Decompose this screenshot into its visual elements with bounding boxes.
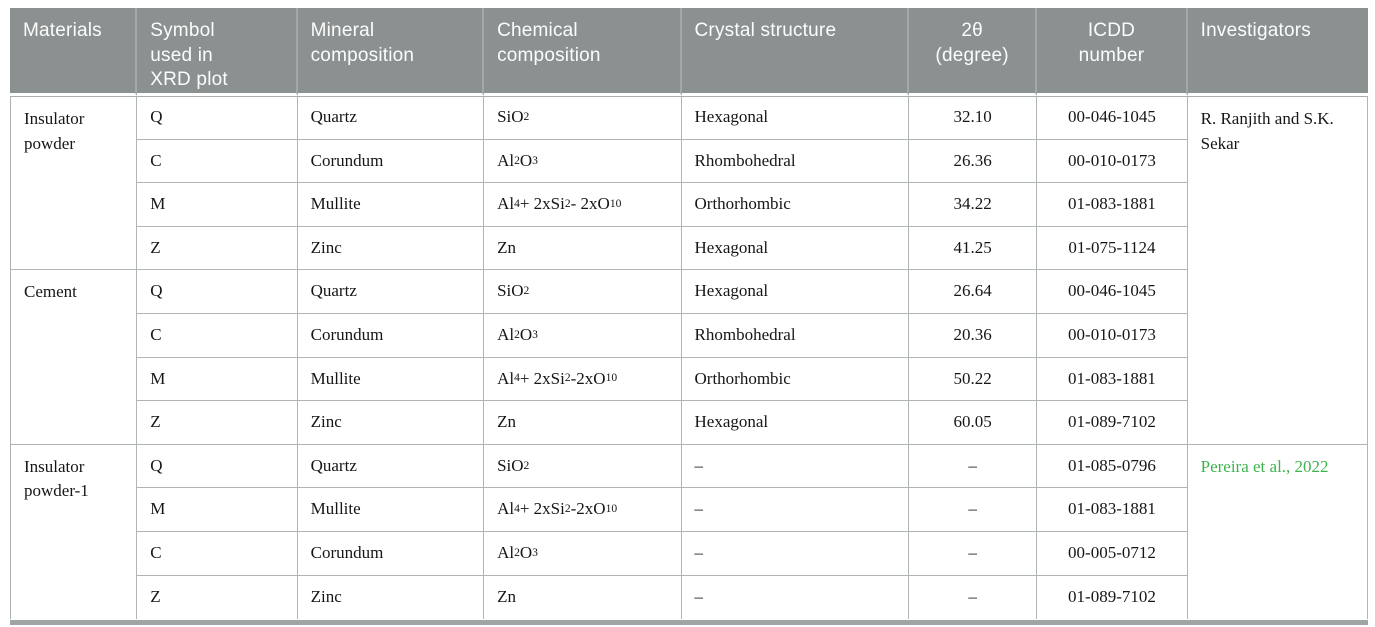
symbol-cell: Q	[137, 444, 298, 489]
mineral-cell: Mullite	[297, 357, 485, 402]
chemical-cell: Al 2 O 3	[484, 139, 682, 184]
chemical-cell: Zn	[484, 575, 682, 620]
mineral-cell: Corundum	[297, 531, 485, 576]
icdd-cell: 00-046-1045	[1037, 96, 1188, 140]
crystal-cell: Hexagonal	[681, 270, 909, 314]
two-theta-cell: –	[908, 444, 1038, 489]
crystal-cell: Rhombohedral	[681, 139, 909, 184]
mineral-cell: Zinc	[297, 401, 485, 445]
icdd-cell: 01-075-1124	[1037, 226, 1188, 271]
mineral-cell: Zinc	[297, 226, 485, 271]
symbol-cell: M	[137, 488, 298, 532]
mineral-cell: Mullite	[297, 488, 485, 532]
icdd-cell: 01-089-7102	[1037, 401, 1188, 445]
icdd-cell: 00-046-1045	[1037, 270, 1188, 314]
mineral-cell: Corundum	[297, 139, 485, 184]
icdd-cell: 00-010-0173	[1037, 313, 1188, 358]
two-theta-cell: –	[908, 531, 1038, 576]
two-theta-cell: 34.22	[908, 183, 1038, 227]
symbol-cell: Z	[137, 401, 298, 445]
table-bottom-bar	[10, 620, 1368, 625]
symbol-cell: C	[137, 313, 298, 358]
crystal-cell: –	[681, 488, 909, 532]
symbol-cell: C	[137, 531, 298, 576]
two-theta-cell: 50.22	[908, 357, 1038, 402]
mineral-cell: Zinc	[297, 575, 485, 620]
chemical-cell: Zn	[484, 226, 682, 271]
crystal-cell: Orthorhombic	[681, 357, 909, 402]
column-header-mineral-composition: Mineral composition	[297, 8, 485, 96]
materials-cell: Insulator powder-1	[10, 444, 138, 620]
column-header-crystal-structure: Crystal structure	[681, 8, 909, 96]
two-theta-cell: 20.36	[908, 313, 1038, 358]
chemical-cell: SiO 2	[484, 270, 682, 314]
two-theta-cell: 60.05	[908, 401, 1038, 445]
symbol-cell: C	[137, 139, 298, 184]
two-theta-cell: –	[908, 488, 1038, 532]
column-header-symbol-xrd-plot: Symbol used in XRD plot	[137, 8, 298, 96]
materials-cell: Insulator powder	[10, 96, 138, 271]
crystal-cell: Hexagonal	[681, 226, 909, 271]
chemical-cell: Al 4 + 2xSi 2 - 2xO 10	[484, 183, 682, 227]
symbol-cell: M	[137, 357, 298, 402]
column-header-chemical-composition: Chemical composition	[484, 8, 682, 96]
chemical-cell: Al 2 O 3	[484, 313, 682, 358]
xrd-phase-table: Materials Symbol used in XRD plot Minera…	[10, 8, 1368, 620]
mineral-cell: Quartz	[297, 444, 485, 489]
crystal-cell: Rhombohedral	[681, 313, 909, 358]
crystal-cell: Orthorhombic	[681, 183, 909, 227]
crystal-cell: –	[681, 531, 909, 576]
two-theta-cell: 32.10	[908, 96, 1038, 140]
column-header-investigators: Investigators	[1187, 8, 1368, 96]
symbol-cell: Z	[137, 226, 298, 271]
investigators-cell: R. Ranjith and S.K. Sekar	[1187, 96, 1368, 445]
icdd-cell: 00-010-0173	[1037, 139, 1188, 184]
column-header-two-theta-degree: 2θ (degree)	[908, 8, 1038, 96]
symbol-cell: Z	[137, 575, 298, 620]
crystal-cell: –	[681, 575, 909, 620]
crystal-cell: Hexagonal	[681, 96, 909, 140]
column-header-icdd-number: ICDD number	[1037, 8, 1188, 96]
chemical-cell: Al 2 O 3	[484, 531, 682, 576]
icdd-cell: 01-083-1881	[1037, 488, 1188, 532]
crystal-cell: Hexagonal	[681, 401, 909, 445]
symbol-cell: M	[137, 183, 298, 227]
icdd-cell: 01-085-0796	[1037, 444, 1188, 489]
materials-cell: Cement	[10, 270, 138, 445]
chemical-cell: Al 4 + 2xSi 2 -2xO 10	[484, 488, 682, 532]
chemical-cell: SiO 2	[484, 444, 682, 489]
two-theta-cell: 26.64	[908, 270, 1038, 314]
symbol-cell: Q	[137, 270, 298, 314]
crystal-cell: –	[681, 444, 909, 489]
two-theta-cell: 41.25	[908, 226, 1038, 271]
icdd-cell: 01-083-1881	[1037, 357, 1188, 402]
mineral-cell: Quartz	[297, 96, 485, 140]
icdd-cell: 01-089-7102	[1037, 575, 1188, 620]
two-theta-cell: 26.36	[908, 139, 1038, 184]
two-theta-cell: –	[908, 575, 1038, 620]
investigators-cell: Pereira et al., 2022	[1187, 444, 1368, 620]
icdd-cell: 00-005-0712	[1037, 531, 1188, 576]
chemical-cell: SiO 2	[484, 96, 682, 140]
icdd-cell: 01-083-1881	[1037, 183, 1188, 227]
chemical-cell: Zn	[484, 401, 682, 445]
column-header-materials: Materials	[10, 8, 138, 96]
symbol-cell: Q	[137, 96, 298, 140]
mineral-cell: Mullite	[297, 183, 485, 227]
mineral-cell: Corundum	[297, 313, 485, 358]
chemical-cell: Al 4 + 2xSi 2 -2xO 10	[484, 357, 682, 402]
mineral-cell: Quartz	[297, 270, 485, 314]
